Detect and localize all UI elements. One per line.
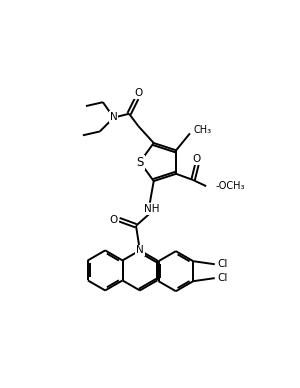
Text: O: O [134, 88, 142, 98]
Text: O: O [193, 154, 201, 164]
Text: NH: NH [144, 204, 159, 214]
Text: Cl: Cl [217, 259, 228, 269]
Text: O: O [110, 215, 118, 225]
Text: N: N [136, 245, 144, 255]
Text: S: S [136, 156, 144, 168]
Text: CH₃: CH₃ [193, 125, 211, 135]
Text: N: N [110, 112, 118, 122]
Text: Cl: Cl [217, 273, 228, 283]
Text: -OCH₃: -OCH₃ [215, 181, 245, 191]
